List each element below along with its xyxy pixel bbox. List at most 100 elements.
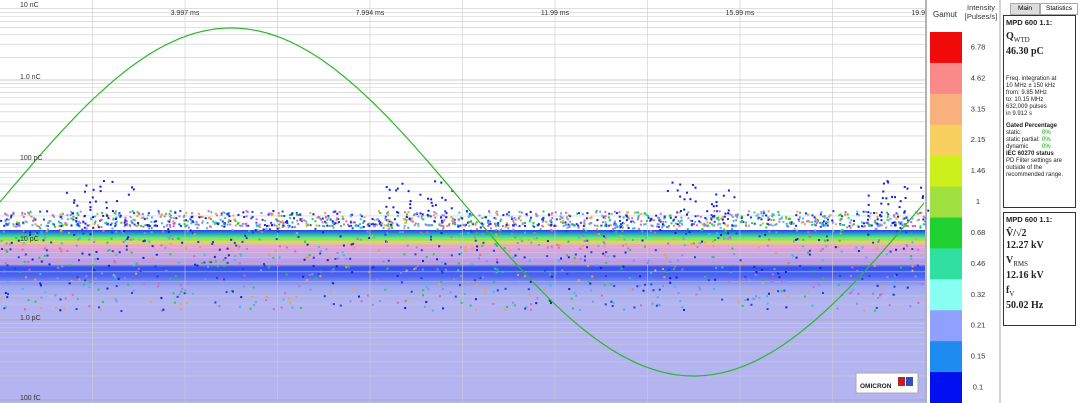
pd-dot — [209, 218, 212, 221]
pd-dot — [132, 289, 135, 292]
pd-dot — [644, 223, 647, 226]
pd-dot — [545, 221, 548, 224]
pd-dot — [183, 219, 186, 222]
pd-dot — [817, 220, 820, 223]
pd-dot — [713, 239, 716, 242]
pd-dot — [445, 216, 448, 219]
pd-dot — [862, 309, 865, 312]
pd-dot — [703, 275, 706, 278]
pd-dot — [736, 215, 739, 218]
pd-dot — [368, 224, 371, 227]
pd-dot — [785, 217, 788, 220]
pd-dot — [452, 221, 455, 224]
pd-dot — [839, 223, 842, 226]
pd-dot — [421, 213, 424, 216]
gated-label: dynamic — [1006, 144, 1029, 150]
pd-dot — [647, 216, 650, 219]
gamut-block — [930, 279, 962, 311]
pd-dot — [425, 255, 428, 258]
pd-dot — [876, 224, 879, 227]
pd-dot — [670, 264, 673, 267]
gamut-block — [930, 32, 962, 64]
pd-dot — [604, 236, 607, 239]
pd-dot — [165, 224, 168, 227]
pd-dot — [381, 222, 384, 225]
freq-symbol: fV — [1006, 285, 1073, 300]
pd-dot — [889, 250, 892, 253]
pd-dot — [677, 259, 680, 262]
pd-dot — [596, 233, 599, 236]
pd-dot — [444, 268, 447, 271]
pd-dot — [216, 222, 219, 225]
pd-dot — [168, 212, 171, 215]
pd-dot — [345, 266, 348, 269]
pd-dot — [834, 246, 837, 249]
pd-dot — [438, 222, 441, 225]
pd-dot — [777, 214, 780, 217]
pd-dot — [666, 189, 669, 192]
pd-dot — [494, 223, 497, 226]
pd-dot — [222, 211, 225, 214]
pd-dot — [4, 262, 7, 265]
pd-dot — [405, 234, 408, 237]
pd-dot — [585, 229, 588, 232]
tab-main[interactable]: Main — [1010, 3, 1040, 15]
pd-dot — [136, 222, 139, 225]
pd-dot — [174, 275, 177, 278]
pd-dot — [691, 223, 694, 226]
pd-dot — [550, 223, 553, 226]
pd-dot — [339, 304, 342, 307]
pd-dot — [604, 303, 607, 306]
pd-dot — [856, 269, 859, 272]
pd-dot — [921, 195, 924, 198]
tab-statistics[interactable]: Statistics — [1040, 3, 1078, 15]
pd-dot — [46, 228, 49, 231]
pd-dot — [113, 274, 116, 277]
pd-dot — [176, 279, 179, 282]
pd-dot — [89, 201, 92, 204]
pd-dot — [851, 266, 854, 269]
pd-dot — [114, 223, 117, 226]
pd-dot — [441, 214, 444, 217]
pd-dot — [464, 293, 467, 296]
pd-dot — [726, 218, 729, 221]
pd-dot — [70, 279, 73, 282]
pd-dot — [550, 221, 553, 224]
pd-dot — [187, 226, 190, 229]
pd-dot — [659, 220, 662, 223]
pd-dot — [32, 219, 35, 222]
pd-dot — [494, 217, 497, 220]
pd-dot — [18, 223, 21, 226]
pd-dot — [873, 221, 876, 224]
pd-dot — [605, 261, 608, 264]
pd-dot — [59, 309, 62, 312]
pd-dot — [618, 211, 621, 214]
pd-dot — [331, 281, 334, 284]
pd-dot — [114, 210, 117, 213]
pd-dot — [207, 216, 210, 219]
pd-dot — [81, 252, 84, 255]
pd-dot — [623, 308, 626, 311]
pd-dot — [721, 218, 724, 221]
pd-dot — [82, 232, 85, 235]
pd-dot — [741, 219, 744, 222]
pd-dot — [446, 224, 449, 227]
pd-dot — [303, 258, 306, 261]
pd-dot — [276, 227, 279, 230]
pd-dot — [811, 221, 814, 224]
pd-dot — [54, 307, 57, 310]
pd-dot — [562, 225, 565, 228]
pd-dot — [228, 220, 231, 223]
pd-dot — [740, 215, 743, 218]
y-label: 10 nC — [20, 2, 39, 9]
pd-dot — [349, 221, 352, 224]
pd-dot — [12, 224, 15, 227]
pd-dot — [868, 224, 871, 227]
pd-dot — [893, 221, 896, 224]
pd-dot — [769, 223, 772, 226]
pd-dot — [257, 224, 260, 227]
pd-dot — [843, 223, 846, 226]
pd-dot — [220, 214, 223, 217]
pd-dot — [51, 214, 54, 217]
pd-dot — [497, 222, 500, 225]
